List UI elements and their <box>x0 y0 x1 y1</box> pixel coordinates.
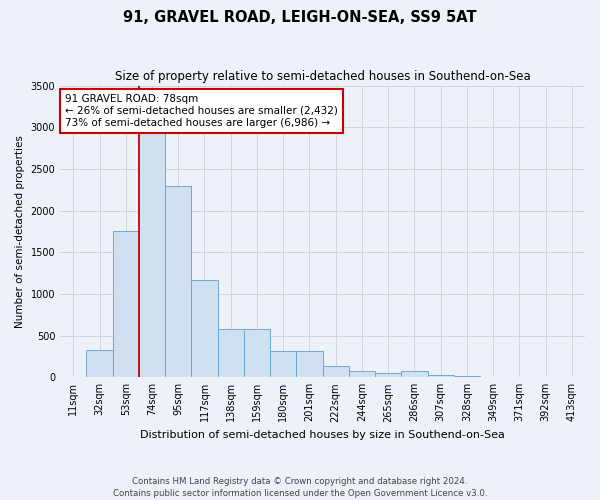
Bar <box>218 329 244 378</box>
Bar <box>296 352 323 378</box>
Bar <box>375 373 401 378</box>
Bar <box>191 280 218 378</box>
Bar <box>323 366 349 378</box>
Bar <box>454 376 480 378</box>
Text: 91, GRAVEL ROAD, LEIGH-ON-SEA, SS9 5AT: 91, GRAVEL ROAD, LEIGH-ON-SEA, SS9 5AT <box>123 10 477 25</box>
Bar <box>113 232 139 378</box>
Bar <box>349 371 375 378</box>
Bar <box>86 350 113 378</box>
Y-axis label: Number of semi-detached properties: Number of semi-detached properties <box>15 135 25 328</box>
Text: 91 GRAVEL ROAD: 78sqm
← 26% of semi-detached houses are smaller (2,432)
73% of s: 91 GRAVEL ROAD: 78sqm ← 26% of semi-deta… <box>65 94 338 128</box>
Bar <box>401 371 428 378</box>
Bar <box>139 132 165 378</box>
Bar <box>270 352 296 378</box>
Bar <box>428 375 454 378</box>
Text: Contains HM Land Registry data © Crown copyright and database right 2024.
Contai: Contains HM Land Registry data © Crown c… <box>113 476 487 498</box>
X-axis label: Distribution of semi-detached houses by size in Southend-on-Sea: Distribution of semi-detached houses by … <box>140 430 505 440</box>
Bar <box>165 186 191 378</box>
Title: Size of property relative to semi-detached houses in Southend-on-Sea: Size of property relative to semi-detach… <box>115 70 530 83</box>
Bar <box>244 329 270 378</box>
